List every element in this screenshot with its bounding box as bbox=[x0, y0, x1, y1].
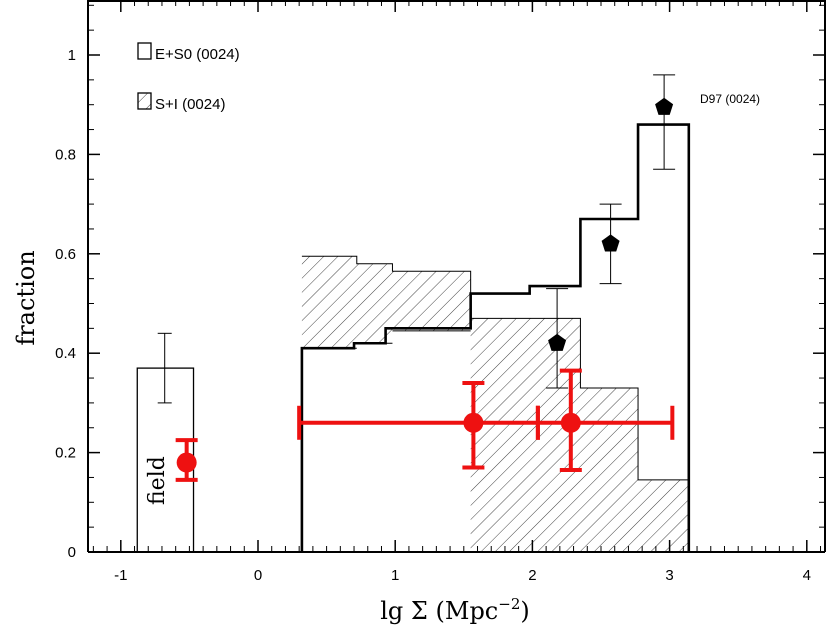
x-axis-title-main: lg Σ (Mpc bbox=[380, 597, 498, 625]
d97-point-0 bbox=[548, 333, 567, 351]
legend-swatch-si bbox=[137, 92, 152, 110]
x-tick-label-4: 3 bbox=[665, 567, 673, 584]
y-tick-label-4: 0.8 bbox=[55, 146, 76, 163]
legend-label-si: S+I (0024) bbox=[155, 96, 225, 113]
tick-labels: -1 0 1 2 3 4 0 0.2 0.4 0.6 0.8 1 bbox=[55, 47, 811, 584]
si-step-0 bbox=[301, 256, 357, 349]
si-step-2 bbox=[392, 271, 471, 331]
y-tick-label-3: 0.6 bbox=[55, 246, 76, 263]
y-tick-label-2: 0.4 bbox=[55, 345, 76, 362]
x-tick-label-2: 1 bbox=[391, 567, 399, 584]
x-axis-title: lg Σ (Mpc−2) bbox=[380, 595, 530, 625]
x-tick-label-0: -1 bbox=[114, 567, 127, 584]
x-tick-label-3: 2 bbox=[528, 567, 536, 584]
legend-label-es0: E+S0 (0024) bbox=[155, 46, 240, 63]
si-step-5 bbox=[638, 479, 689, 552]
es0-step-line bbox=[300, 123, 691, 552]
d97-point-1 bbox=[601, 234, 620, 252]
legend-swatch-es0 bbox=[137, 42, 152, 60]
red-point-2 bbox=[560, 412, 581, 433]
y-tick-label-1: 0.2 bbox=[55, 445, 76, 462]
si-step-3 bbox=[470, 318, 581, 552]
si-step-1 bbox=[356, 263, 393, 344]
y-tick-label-5: 1 bbox=[68, 47, 76, 64]
red-point-1 bbox=[463, 412, 484, 433]
x-axis-title-close: ) bbox=[520, 597, 529, 625]
d97-annotation: D97 (0024) bbox=[700, 92, 760, 106]
y-axis-title: fraction bbox=[12, 250, 40, 345]
x-axis-title-sup: −2 bbox=[498, 595, 520, 613]
y-tick-label-0: 0 bbox=[68, 544, 76, 561]
x-tick-label-5: 4 bbox=[803, 567, 811, 584]
red-point-0 bbox=[176, 452, 197, 473]
d97-point-2 bbox=[655, 97, 674, 115]
si-step-4 bbox=[580, 387, 639, 552]
red-point-group-0 bbox=[175, 438, 198, 482]
x-tick-label-1: 0 bbox=[254, 567, 262, 584]
si-hatched-area bbox=[301, 255, 690, 552]
field-annotation: field bbox=[145, 456, 170, 505]
red-point-group-2 bbox=[535, 368, 675, 472]
axes bbox=[87, 0, 826, 553]
legend: E+S0 (0024) S+I (0024) bbox=[137, 42, 240, 113]
data-points bbox=[157, 74, 676, 482]
